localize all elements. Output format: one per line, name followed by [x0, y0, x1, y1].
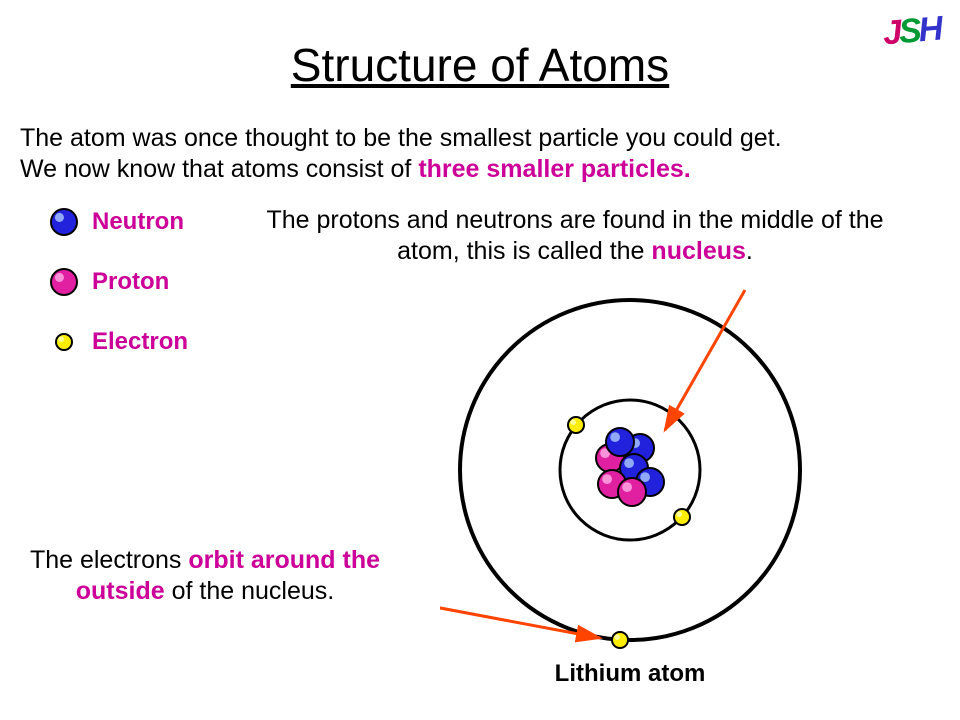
proton-icon [36, 266, 92, 298]
atom-diagram [440, 280, 820, 660]
legend-label: Neutron [92, 208, 184, 236]
intro-line1: The atom was once thought to be the smal… [20, 124, 782, 152]
neutron-icon [36, 206, 92, 238]
diagram-caption: Lithium atom [460, 660, 800, 688]
legend: Neutron Proton Electron [36, 207, 188, 387]
electron-desc-a: The electrons [30, 546, 188, 574]
intro-line2a: We now know that atoms consist of [20, 155, 418, 183]
intro-emphasis: three smaller particles. [418, 155, 690, 183]
legend-label: Electron [92, 328, 188, 356]
legend-row: Proton [36, 267, 188, 297]
electron-desc-c: of the nucleus. [165, 577, 335, 605]
intro-text: The atom was once thought to be the smal… [20, 123, 920, 184]
legend-row: Electron [36, 327, 188, 357]
nucleus-keyword: nucleus [651, 237, 745, 265]
logo-jsh: JSH [881, 10, 941, 54]
legend-label: Proton [92, 268, 169, 296]
electron-icon [36, 331, 92, 353]
page-title: Structure of Atoms [0, 38, 960, 92]
nucleus-description: The protons and neutrons are found in th… [265, 205, 885, 266]
legend-row: Neutron [36, 207, 188, 237]
nucleus-desc-c: . [746, 237, 753, 265]
electron-description: The electrons orbit around the outside o… [20, 545, 390, 606]
nucleus-desc-a: The protons and neutrons are found in th… [266, 206, 883, 265]
